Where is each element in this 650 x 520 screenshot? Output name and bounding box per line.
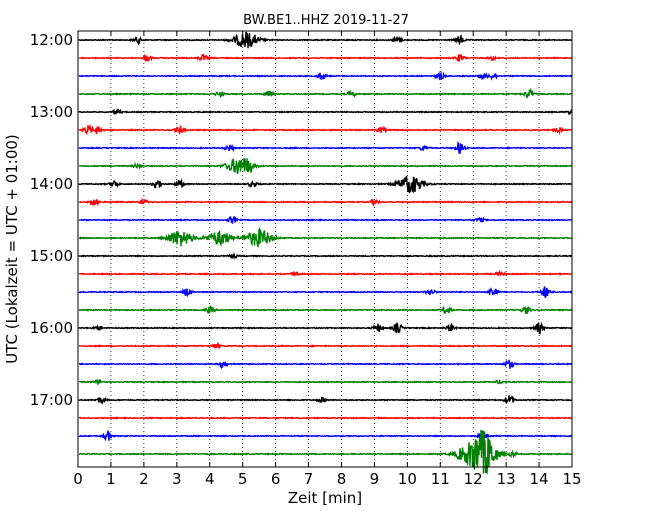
x-tick-label: 11 bbox=[431, 470, 450, 488]
trace-1330 bbox=[78, 140, 573, 154]
y-tick-label: 17:00 bbox=[30, 391, 73, 409]
trace-1530 bbox=[78, 286, 573, 299]
trace-1430 bbox=[78, 215, 573, 224]
trace-1445 bbox=[78, 226, 573, 248]
x-tick-label: 1 bbox=[106, 470, 116, 488]
trace-1215 bbox=[78, 53, 572, 63]
x-tick-label: 3 bbox=[172, 470, 182, 488]
trace-1700 bbox=[78, 395, 573, 405]
x-tick-label: 2 bbox=[139, 470, 149, 488]
trace-1600 bbox=[78, 321, 572, 335]
trace-1745 bbox=[78, 429, 573, 476]
y-axis: 12:00 13:00 14:00 15:00 16:00 17:00 bbox=[30, 31, 572, 409]
trace-1730 bbox=[78, 430, 573, 442]
trace-1630 bbox=[78, 359, 573, 370]
y-tick-label: 16:00 bbox=[30, 319, 73, 337]
x-tick-label: 5 bbox=[238, 470, 248, 488]
trace-1500 bbox=[78, 251, 573, 260]
trace-1715 bbox=[78, 416, 573, 420]
grid bbox=[78, 31, 572, 467]
trace-1645 bbox=[78, 378, 573, 386]
plot-frame bbox=[77, 30, 573, 468]
trace-1230 bbox=[78, 70, 573, 81]
x-axis-label: Zeit [min] bbox=[288, 489, 362, 507]
trace-1300 bbox=[78, 108, 573, 116]
y-tick-label: 12:00 bbox=[30, 31, 73, 49]
x-tick-label: 6 bbox=[271, 470, 281, 488]
trace-1245 bbox=[78, 87, 573, 99]
x-tick-label: 8 bbox=[337, 470, 347, 488]
trace-1545 bbox=[78, 305, 573, 315]
x-tick-label: 7 bbox=[304, 470, 314, 488]
trace-1400 bbox=[78, 175, 573, 194]
x-tick-label: 4 bbox=[205, 470, 215, 488]
trace-1515 bbox=[78, 269, 573, 278]
x-tick-label: 12 bbox=[464, 470, 483, 488]
y-axis-label: UTC (Lokalzeit = UTC + 01:00) bbox=[3, 134, 21, 364]
chart-title: BW.BE1..HHZ 2019-11-27 bbox=[243, 13, 409, 28]
trace-1315 bbox=[78, 123, 573, 136]
trace-1345 bbox=[78, 158, 573, 175]
trace-1415 bbox=[78, 197, 573, 207]
trace-1615 bbox=[78, 341, 573, 350]
y-tick-label: 13:00 bbox=[30, 103, 73, 121]
x-tick-label: 9 bbox=[370, 470, 380, 488]
trace-1200 bbox=[78, 31, 572, 49]
x-tick-label: 14 bbox=[530, 470, 549, 488]
y-tick-label: 15:00 bbox=[30, 247, 73, 265]
x-tick-label: 10 bbox=[398, 470, 417, 488]
x-tick-label: 0 bbox=[73, 470, 83, 488]
x-axis: 0 1 2 3 4 5 6 7 8 9 10 11 12 13 14 15 bbox=[73, 31, 582, 488]
traces bbox=[78, 31, 573, 476]
y-tick-label: 14:00 bbox=[30, 175, 73, 193]
x-tick-label: 15 bbox=[562, 470, 581, 488]
x-tick-label: 13 bbox=[497, 470, 516, 488]
